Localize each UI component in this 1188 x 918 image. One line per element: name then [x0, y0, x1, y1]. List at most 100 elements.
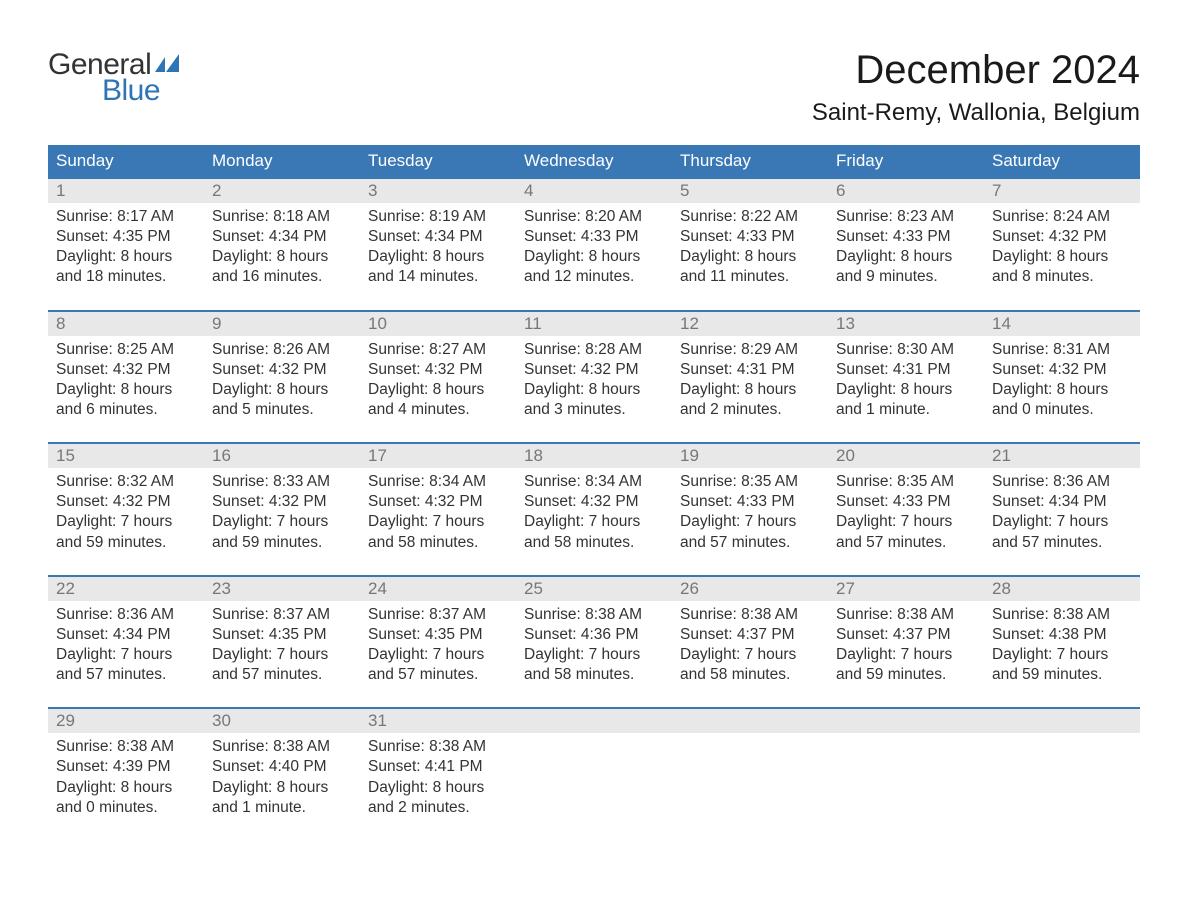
day-20-daylight-line2: and 57 minutes.: [836, 533, 976, 553]
day-19-sunset: Sunset: 4:33 PM: [680, 492, 820, 512]
day-27-number: 27: [828, 577, 984, 601]
day-4-sunset: Sunset: 4:33 PM: [524, 227, 664, 247]
day-21-sunset: Sunset: 4:34 PM: [992, 492, 1132, 512]
day-14-sunset: Sunset: 4:32 PM: [992, 360, 1132, 380]
location-text: Saint-Remy, Wallonia, Belgium: [812, 99, 1140, 127]
day-21-number: 21: [984, 444, 1140, 468]
day-10-sunset: Sunset: 4:32 PM: [368, 360, 508, 380]
day-4-number: 4: [516, 179, 672, 203]
weekday-sunday: Sunday: [48, 145, 204, 177]
day-29-details: Sunrise: 8:38 AMSunset: 4:39 PMDaylight:…: [48, 733, 204, 818]
day-1-daylight-line1: Daylight: 8 hours: [56, 247, 196, 267]
day-5-sunrise: Sunrise: 8:22 AM: [680, 207, 820, 227]
day-14-details: Sunrise: 8:31 AMSunset: 4:32 PMDaylight:…: [984, 336, 1140, 421]
day-3-daylight-line2: and 14 minutes.: [368, 267, 508, 287]
day-24-number: 24: [360, 577, 516, 601]
day-23-number: 23: [204, 577, 360, 601]
day-31-sunset: Sunset: 4:41 PM: [368, 757, 508, 777]
week-5-content-row: Sunrise: 8:38 AMSunset: 4:39 PMDaylight:…: [48, 733, 1140, 818]
day-25-sunrise: Sunrise: 8:38 AM: [524, 605, 664, 625]
day-20-number: 20: [828, 444, 984, 468]
day-17-daylight-line2: and 58 minutes.: [368, 533, 508, 553]
weekday-monday: Monday: [204, 145, 360, 177]
day-10-daylight-line2: and 4 minutes.: [368, 400, 508, 420]
empty-cell: [516, 733, 672, 818]
day-13-number: 13: [828, 312, 984, 336]
day-24-daylight-line2: and 57 minutes.: [368, 665, 508, 685]
day-26-number: 26: [672, 577, 828, 601]
day-9-number: 9: [204, 312, 360, 336]
day-31-daylight-line1: Daylight: 8 hours: [368, 778, 508, 798]
day-12-number: 12: [672, 312, 828, 336]
day-15-sunset: Sunset: 4:32 PM: [56, 492, 196, 512]
page-header: General Blue December 2024 Saint-Remy, W…: [48, 48, 1140, 127]
day-16-daylight-line1: Daylight: 7 hours: [212, 512, 352, 532]
week-4-content-row: Sunrise: 8:36 AMSunset: 4:34 PMDaylight:…: [48, 601, 1140, 686]
day-10-daylight-line1: Daylight: 8 hours: [368, 380, 508, 400]
day-14-number: 14: [984, 312, 1140, 336]
week-1-content-row: Sunrise: 8:17 AMSunset: 4:35 PMDaylight:…: [48, 203, 1140, 288]
day-23-sunrise: Sunrise: 8:37 AM: [212, 605, 352, 625]
day-30-sunrise: Sunrise: 8:38 AM: [212, 737, 352, 757]
day-9-daylight-line2: and 5 minutes.: [212, 400, 352, 420]
day-31-sunrise: Sunrise: 8:38 AM: [368, 737, 508, 757]
day-21-daylight-line2: and 57 minutes.: [992, 533, 1132, 553]
day-26-daylight-line2: and 58 minutes.: [680, 665, 820, 685]
day-11-sunrise: Sunrise: 8:28 AM: [524, 340, 664, 360]
calendar: SundayMondayTuesdayWednesdayThursdayFrid…: [48, 145, 1140, 818]
week-5-daynum-row: 293031: [48, 707, 1140, 733]
day-9-daylight-line1: Daylight: 8 hours: [212, 380, 352, 400]
day-27-sunset: Sunset: 4:37 PM: [836, 625, 976, 645]
day-1-sunset: Sunset: 4:35 PM: [56, 227, 196, 247]
week-1-daynum-row: 1234567: [48, 177, 1140, 203]
day-9-sunset: Sunset: 4:32 PM: [212, 360, 352, 380]
day-18-sunset: Sunset: 4:32 PM: [524, 492, 664, 512]
day-1-sunrise: Sunrise: 8:17 AM: [56, 207, 196, 227]
day-10-number: 10: [360, 312, 516, 336]
day-21-daylight-line1: Daylight: 7 hours: [992, 512, 1132, 532]
day-18-sunrise: Sunrise: 8:34 AM: [524, 472, 664, 492]
day-23-sunset: Sunset: 4:35 PM: [212, 625, 352, 645]
day-30-details: Sunrise: 8:38 AMSunset: 4:40 PMDaylight:…: [204, 733, 360, 818]
day-29-sunset: Sunset: 4:39 PM: [56, 757, 196, 777]
day-13-daylight-line2: and 1 minute.: [836, 400, 976, 420]
day-2-sunrise: Sunrise: 8:18 AM: [212, 207, 352, 227]
day-23-daylight-line1: Daylight: 7 hours: [212, 645, 352, 665]
day-18-details: Sunrise: 8:34 AMSunset: 4:32 PMDaylight:…: [516, 468, 672, 553]
day-1-daylight-line2: and 18 minutes.: [56, 267, 196, 287]
day-16-sunset: Sunset: 4:32 PM: [212, 492, 352, 512]
day-22-details: Sunrise: 8:36 AMSunset: 4:34 PMDaylight:…: [48, 601, 204, 686]
day-10-sunrise: Sunrise: 8:27 AM: [368, 340, 508, 360]
weekday-header-row: SundayMondayTuesdayWednesdayThursdayFrid…: [48, 145, 1140, 177]
day-5-details: Sunrise: 8:22 AMSunset: 4:33 PMDaylight:…: [672, 203, 828, 288]
day-30-daylight-line1: Daylight: 8 hours: [212, 778, 352, 798]
day-3-details: Sunrise: 8:19 AMSunset: 4:34 PMDaylight:…: [360, 203, 516, 288]
empty-daynum: [516, 709, 672, 733]
title-block: December 2024 Saint-Remy, Wallonia, Belg…: [812, 48, 1140, 127]
day-29-sunrise: Sunrise: 8:38 AM: [56, 737, 196, 757]
day-28-daylight-line2: and 59 minutes.: [992, 665, 1132, 685]
day-18-number: 18: [516, 444, 672, 468]
day-28-number: 28: [984, 577, 1140, 601]
day-7-details: Sunrise: 8:24 AMSunset: 4:32 PMDaylight:…: [984, 203, 1140, 288]
empty-cell: [672, 733, 828, 818]
day-31-number: 31: [360, 709, 516, 733]
day-23-daylight-line2: and 57 minutes.: [212, 665, 352, 685]
day-7-number: 7: [984, 179, 1140, 203]
day-22-sunset: Sunset: 4:34 PM: [56, 625, 196, 645]
day-16-details: Sunrise: 8:33 AMSunset: 4:32 PMDaylight:…: [204, 468, 360, 553]
day-29-daylight-line1: Daylight: 8 hours: [56, 778, 196, 798]
day-22-daylight-line2: and 57 minutes.: [56, 665, 196, 685]
day-4-daylight-line1: Daylight: 8 hours: [524, 247, 664, 267]
day-15-number: 15: [48, 444, 204, 468]
day-22-daylight-line1: Daylight: 7 hours: [56, 645, 196, 665]
logo-text-blue: Blue: [102, 74, 160, 108]
day-20-details: Sunrise: 8:35 AMSunset: 4:33 PMDaylight:…: [828, 468, 984, 553]
day-28-daylight-line1: Daylight: 7 hours: [992, 645, 1132, 665]
day-17-daylight-line1: Daylight: 7 hours: [368, 512, 508, 532]
month-title: December 2024: [812, 48, 1140, 93]
day-21-sunrise: Sunrise: 8:36 AM: [992, 472, 1132, 492]
day-8-sunrise: Sunrise: 8:25 AM: [56, 340, 196, 360]
day-24-sunrise: Sunrise: 8:37 AM: [368, 605, 508, 625]
day-8-daylight-line2: and 6 minutes.: [56, 400, 196, 420]
